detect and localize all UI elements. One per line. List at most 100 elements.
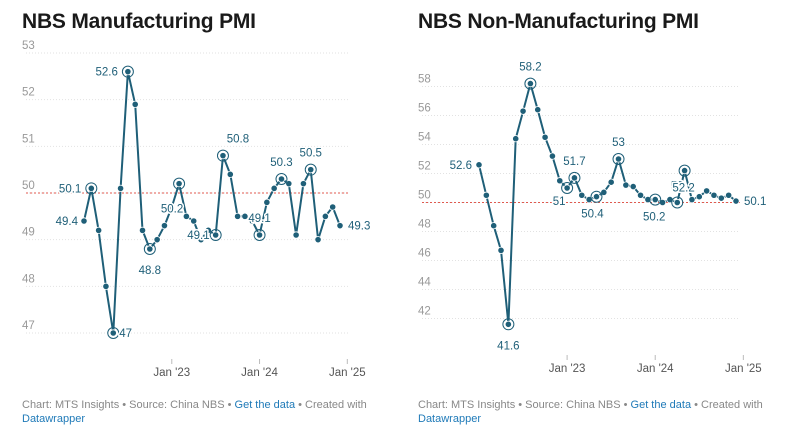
get-data-link[interactable]: Get the data — [630, 399, 692, 411]
y-tick-label: 52 — [22, 87, 35, 99]
footer-credit: Chart: MTS Insights • Source: China NBS … — [418, 399, 631, 411]
x-tick-label: Jan '25 — [725, 363, 762, 375]
data-point — [725, 191, 733, 199]
data-point — [146, 245, 154, 253]
data-label: 48.8 — [139, 265, 161, 277]
highlight-ring — [209, 229, 222, 241]
x-tick-label: Jan '23 — [549, 363, 586, 375]
y-tick-label: 48 — [418, 219, 431, 231]
data-point — [497, 246, 505, 254]
data-point — [482, 191, 490, 199]
data-point — [541, 133, 549, 141]
datawrapper-link[interactable]: Datawrapper — [418, 413, 481, 425]
highlight-ring — [524, 77, 537, 90]
data-label: 50.1 — [744, 196, 766, 208]
data-point — [717, 194, 725, 202]
x-tick-label: Jan '25 — [329, 367, 366, 379]
data-point — [314, 236, 322, 244]
data-point — [285, 180, 293, 188]
data-point — [102, 282, 110, 290]
data-point — [512, 135, 520, 143]
y-tick-label: 53 — [22, 40, 35, 52]
data-label: 49.1 — [187, 230, 209, 242]
data-point — [629, 182, 637, 191]
data-point — [197, 236, 205, 244]
manufacturing-plot: 47 48 49 50 51 52 53 Jan '23 Jan '24 Jan '25 49.4 5… — [22, 40, 372, 379]
highlight-ring — [502, 318, 515, 331]
highlight-ring — [678, 164, 691, 177]
data-point — [710, 191, 718, 199]
data-point — [226, 170, 234, 178]
data-label: 50.1 — [59, 183, 81, 195]
highlight-ring — [107, 327, 120, 339]
highlight-ring — [121, 65, 134, 78]
data-point — [475, 161, 483, 169]
y-tick-label: 50 — [418, 190, 431, 202]
y-tick-label: 51 — [22, 133, 35, 145]
data-point — [732, 197, 740, 205]
y-tick-label: 42 — [418, 306, 431, 318]
data-point — [116, 184, 125, 192]
highlight-ring — [173, 177, 186, 190]
footer-credit: Chart: MTS Insights • Source: China NBS … — [22, 399, 235, 411]
data-label: 41.6 — [497, 340, 519, 352]
chart-footer: Chart: MTS Insights • Source: China NBS … — [22, 398, 372, 426]
data-point — [329, 203, 337, 211]
data-point — [321, 212, 329, 220]
data-label: 50.5 — [300, 148, 322, 160]
data-point — [548, 152, 557, 160]
data-point — [95, 226, 103, 234]
data-label: 47 — [119, 328, 132, 340]
data-point — [695, 193, 703, 201]
data-point — [168, 203, 176, 211]
chart-title: NBS Non-Manufacturing PMI — [418, 10, 699, 33]
highlight-ring — [304, 163, 317, 176]
data-label: 50.2 — [643, 212, 665, 224]
data-point — [277, 175, 286, 183]
data-point — [556, 177, 564, 185]
y-tick-label: 47 — [22, 320, 35, 332]
data-point — [87, 184, 95, 192]
data-point — [504, 320, 512, 328]
data-point — [600, 188, 608, 196]
y-tick-label: 54 — [418, 132, 431, 144]
data-label: 52.2 — [672, 183, 694, 195]
data-point — [270, 184, 278, 192]
highlight-ring — [568, 171, 581, 184]
data-point — [124, 68, 132, 76]
data-point — [307, 166, 315, 174]
x-tick-label: Jan '24 — [241, 367, 278, 379]
y-tick-label: 46 — [418, 248, 431, 260]
data-label: 49.4 — [56, 216, 79, 228]
data-label: 52.6 — [450, 160, 472, 172]
highlight-ring — [253, 229, 266, 241]
data-point — [526, 80, 535, 88]
chart-footer: Chart: MTS Insights • Source: China NBS … — [418, 398, 768, 426]
highlight-ring — [649, 193, 662, 206]
data-point — [109, 329, 117, 337]
y-tick-label: 49 — [22, 227, 35, 239]
highlight-ring — [590, 190, 603, 203]
data-point — [673, 198, 681, 207]
data-point — [219, 152, 227, 160]
highlight-ring — [85, 182, 98, 195]
x-tick-label: Jan '23 — [153, 367, 190, 379]
highlight-ring — [671, 196, 684, 209]
data-label: 53 — [612, 137, 625, 149]
get-data-link[interactable]: Get the data — [234, 399, 296, 411]
data-point — [563, 184, 571, 192]
non-manufacturing-plot: 42 44 46 48 50 52 54 56 58 Jan '23 Jan '24 Jan '25 5… — [418, 60, 768, 375]
data-point — [688, 196, 696, 204]
data-point — [204, 226, 212, 234]
data-label: 49.1 — [248, 213, 270, 225]
x-tick-label: Jan '24 — [637, 363, 674, 375]
data-point — [680, 167, 689, 175]
y-tick-label: 58 — [418, 74, 431, 86]
datawrapper-link[interactable]: Datawrapper — [22, 413, 85, 425]
highlight-ring — [275, 173, 288, 185]
data-point — [622, 181, 630, 189]
footer-created: • Created with — [295, 399, 367, 411]
data-point — [292, 231, 300, 239]
y-tick-label: 50 — [22, 180, 35, 192]
data-point — [263, 198, 271, 206]
